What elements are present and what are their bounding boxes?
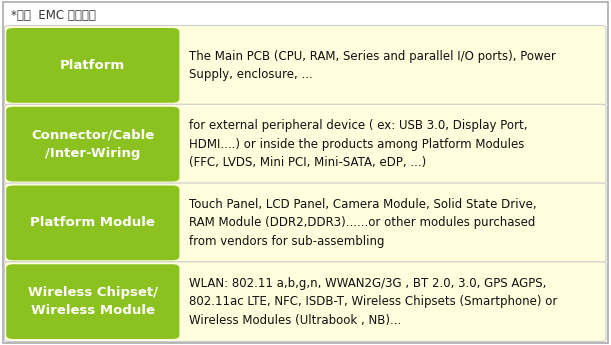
FancyBboxPatch shape [4, 104, 606, 184]
FancyBboxPatch shape [4, 262, 606, 342]
Text: Platform Module: Platform Module [31, 216, 155, 229]
Text: Platform: Platform [60, 59, 125, 72]
Text: The Main PCB (CPU, RAM, Series and parallel I/O ports), Power
Supply, enclosure,: The Main PCB (CPU, RAM, Series and paral… [189, 50, 557, 81]
Text: WLAN: 802.11 a,b,g,n, WWAN2G/3G , BT 2.0, 3.0, GPS AGPS,
802.11ac LTE, NFC, ISDB: WLAN: 802.11 a,b,g,n, WWAN2G/3G , BT 2.0… [189, 277, 558, 327]
Text: Touch Panel, LCD Panel, Camera Module, Solid State Drive,
RAM Module (DDR2,DDR3): Touch Panel, LCD Panel, Camera Module, S… [189, 198, 537, 248]
Text: for external peripheral device ( ex: USB 3.0, Display Port,
HDMI....) or inside : for external peripheral device ( ex: USB… [189, 119, 528, 169]
FancyBboxPatch shape [6, 264, 180, 339]
FancyBboxPatch shape [6, 107, 180, 181]
Text: Wireless Chipset/
Wireless Module: Wireless Chipset/ Wireless Module [27, 286, 158, 317]
FancyBboxPatch shape [6, 186, 180, 260]
FancyBboxPatch shape [4, 183, 606, 263]
FancyBboxPatch shape [6, 28, 180, 103]
Text: *图一  EMC 常见组件: *图一 EMC 常见组件 [11, 9, 96, 22]
Text: Connector/Cable
/Inter-Wiring: Connector/Cable /Inter-Wiring [31, 129, 155, 160]
FancyBboxPatch shape [4, 26, 606, 105]
